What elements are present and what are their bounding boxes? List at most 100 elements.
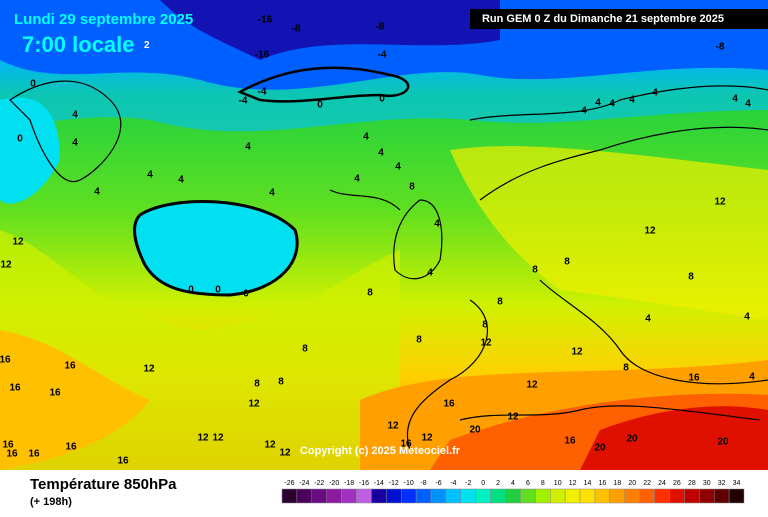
colorbar-tick-label: 12 bbox=[569, 480, 577, 487]
colorbar-tick-label: -20 bbox=[329, 480, 339, 487]
colorbar-tick-label: 24 bbox=[658, 480, 666, 487]
time-label: 7:00 locale bbox=[22, 32, 135, 57]
contour-label: 4 bbox=[72, 138, 78, 149]
contour-label: 16 bbox=[117, 456, 129, 467]
contour-label: 4 bbox=[732, 94, 738, 105]
contour-label: 8 bbox=[254, 379, 260, 390]
colorbar-cell bbox=[505, 488, 521, 504]
contour-label: 20 bbox=[626, 434, 638, 445]
contour-label: 0 bbox=[215, 285, 221, 296]
footer-title: Température 850hPa bbox=[30, 476, 177, 493]
contour-label: 12 bbox=[526, 380, 538, 391]
contour-label: 4 bbox=[745, 99, 751, 110]
contour-label: -16 bbox=[258, 15, 273, 26]
date-label: Lundi 29 septembre 2025 bbox=[14, 11, 193, 28]
colorbar-cell bbox=[445, 488, 462, 504]
contour-label: 12 bbox=[197, 433, 209, 444]
colorbar-cell bbox=[564, 488, 581, 504]
contour-label: 4 bbox=[652, 88, 658, 99]
contour-label: 12 bbox=[507, 412, 519, 423]
contour-label: 4 bbox=[378, 148, 384, 159]
contour-label: 4 bbox=[434, 219, 440, 230]
contour-label: 12 bbox=[279, 448, 291, 459]
colorbar-cell bbox=[624, 488, 640, 504]
contour-label: 4 bbox=[269, 188, 275, 199]
colorbar-cell bbox=[460, 488, 476, 504]
colorbar-cell bbox=[535, 488, 551, 504]
contour-label: 4 bbox=[94, 187, 100, 198]
contour-label: -8 bbox=[292, 24, 301, 35]
coastlines bbox=[9, 66, 768, 451]
contour-label: 4 bbox=[147, 170, 153, 181]
contour-label: 8 bbox=[409, 182, 415, 193]
contour-label: 16 bbox=[28, 449, 40, 460]
contour-label: 20 bbox=[594, 443, 606, 454]
contour-label: 4 bbox=[629, 95, 635, 106]
contour-label: 20 bbox=[717, 437, 729, 448]
contour-label: 0 bbox=[317, 100, 323, 111]
colorbar-tick-label: 8 bbox=[541, 480, 545, 487]
contour-label: 16 bbox=[9, 383, 21, 394]
contour-label: 8 bbox=[623, 363, 629, 374]
contour-label: 12 bbox=[644, 226, 656, 237]
colorbar-tick-label: 20 bbox=[628, 480, 636, 487]
colorbar-tick-label: -4 bbox=[450, 480, 456, 487]
colorbar-tick-label: -16 bbox=[359, 480, 369, 487]
contour-label: 8 bbox=[497, 297, 503, 308]
contour-label: 12 bbox=[264, 440, 276, 451]
contour-label: 16 bbox=[6, 449, 18, 460]
contour-label: 16 bbox=[688, 373, 700, 384]
contour-label: 12 bbox=[0, 260, 12, 271]
contour-label: 4 bbox=[354, 174, 360, 185]
contour-label: 8 bbox=[532, 265, 538, 276]
colorbar-tick-label: 14 bbox=[584, 480, 592, 487]
colorbar-cell bbox=[594, 488, 611, 504]
colorbar-tick-label: 22 bbox=[643, 480, 651, 487]
contour-label: 0 bbox=[30, 79, 36, 90]
contour-label: -4 bbox=[378, 50, 387, 61]
map-field bbox=[0, 0, 768, 470]
contour-label: 4 bbox=[595, 98, 601, 109]
colorbar-tick-label: -6 bbox=[435, 480, 441, 487]
colorbar-tick-label: -14 bbox=[374, 480, 384, 487]
colorbar-cell bbox=[699, 488, 715, 504]
contour-label: 8 bbox=[302, 344, 308, 355]
colorbar-cell bbox=[550, 488, 566, 504]
colorbar-cell bbox=[609, 488, 626, 504]
contour-label: 20 bbox=[469, 425, 481, 436]
colorbar-cell bbox=[490, 488, 506, 504]
contour-label: 4 bbox=[645, 314, 651, 325]
colorbar-tick-label: 16 bbox=[599, 480, 607, 487]
colorbar-tick-label: -24 bbox=[299, 480, 309, 487]
footer-lead: (+ 198h) bbox=[30, 496, 72, 508]
colorbar-tick-label: 30 bbox=[703, 480, 711, 487]
contour-label: 16 bbox=[2, 440, 14, 451]
contour-label: 4 bbox=[609, 99, 615, 110]
colorbar-tick-label: -18 bbox=[344, 480, 354, 487]
contour-label: 12 bbox=[571, 347, 583, 358]
colorbar-tick-label: 4 bbox=[511, 480, 515, 487]
colorbar-tick-label: -26 bbox=[284, 480, 294, 487]
colorbar: -26 -24 -22 -20 -18 -16 -14 -12 -10 -8 -6 -4 -2 0 2 4 6 8… bbox=[281, 480, 745, 504]
contour-label: -16 bbox=[255, 50, 270, 61]
colorbar-tick-label: -10 bbox=[404, 480, 414, 487]
contour-label: 4 bbox=[178, 175, 184, 186]
contour-label: 8 bbox=[416, 335, 422, 346]
contour-label: -8 bbox=[376, 22, 385, 33]
contour-label: 8 bbox=[482, 320, 488, 331]
contour-label: 8 bbox=[564, 257, 570, 268]
colorbar-tick-label: 2 bbox=[496, 480, 500, 487]
contour-label: -8 bbox=[716, 42, 725, 53]
contour-label: 12 bbox=[212, 433, 224, 444]
contour-label: 0 bbox=[379, 94, 385, 105]
contour-label: 4 bbox=[395, 162, 401, 173]
contour-label: 16 bbox=[65, 442, 77, 453]
contour-label: 16 bbox=[49, 388, 61, 399]
colorbar-cell bbox=[579, 488, 596, 504]
colorbar-tick-label: -8 bbox=[420, 480, 426, 487]
colorbar-cell bbox=[713, 488, 730, 504]
colorbar-tick-label: -2 bbox=[465, 480, 471, 487]
contour-label: 8 bbox=[688, 272, 694, 283]
contour-label: 12 bbox=[480, 338, 492, 349]
